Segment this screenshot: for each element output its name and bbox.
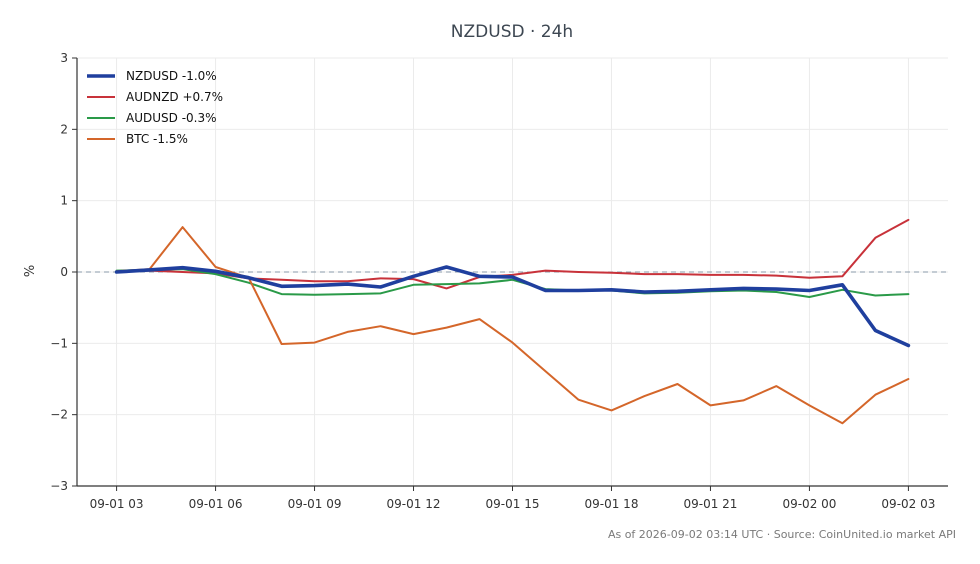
series-line-audusd	[115, 268, 910, 298]
y-axis-label: %	[23, 265, 38, 277]
y-tick-label: −2	[50, 408, 68, 422]
chart-title: NZDUSD · 24h	[451, 22, 573, 42]
x-tick-label: 09-02 03	[881, 497, 935, 511]
y-tick-label: 2	[60, 122, 68, 136]
legend-label: NZDUSD -1.0%	[126, 69, 217, 83]
y-tick-label: 3	[60, 51, 68, 65]
x-tick-label: 09-02 00	[782, 497, 836, 511]
x-tick-label: 09-01 06	[189, 497, 243, 511]
footer-source: As of 2026-09-02 03:14 UTC · Source: Coi…	[608, 528, 956, 541]
axes: 3 2 1 0 −1 −2 −3 09-01 03 09-01 06 09-01 09 09-01 …	[50, 51, 948, 511]
legend-item-nzdusd: NZDUSD -1.0%	[87, 69, 217, 83]
y-tick-label: 1	[60, 194, 68, 208]
legend: NZDUSD -1.0% AUDNZD +0.7% AUDUSD -0.3% BTC …	[87, 69, 223, 146]
x-tick-label: 09-01 18	[585, 497, 639, 511]
y-tick-label: −1	[50, 336, 68, 350]
y-tick-label: 0	[60, 265, 68, 279]
legend-item-audnzd: AUDNZD +0.7%	[87, 90, 223, 104]
series-line-nzdusd	[114, 265, 911, 348]
x-tick-label: 09-01 15	[486, 497, 540, 511]
y-tick-label: −3	[50, 479, 68, 493]
legend-item-audusd: AUDUSD -0.3%	[87, 111, 217, 125]
x-tick-label: 09-01 12	[387, 497, 441, 511]
legend-label: BTC -1.5%	[126, 132, 188, 146]
x-tick-label: 09-01 09	[288, 497, 342, 511]
legend-item-btc: BTC -1.5%	[87, 132, 188, 146]
series-lines	[114, 218, 911, 425]
x-tick-label: 09-01 21	[683, 497, 737, 511]
legend-label: AUDUSD -0.3%	[126, 111, 217, 125]
x-tick-label: 09-01 03	[90, 497, 144, 511]
legend-label: AUDNZD +0.7%	[126, 90, 223, 104]
